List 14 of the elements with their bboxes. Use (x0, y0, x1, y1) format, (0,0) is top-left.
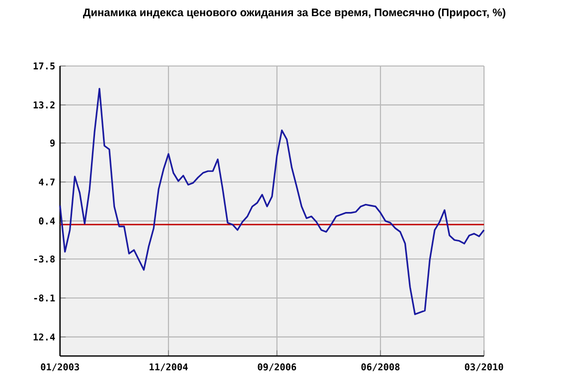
x-tick-label: 09/2006 (258, 363, 296, 372)
chart-title: Динамика индекса ценового ожидания за Все время, Помесячно (Прирост, %) (83, 8, 506, 18)
y-tick-label: 12.4 (34, 333, 55, 340)
x-tick-label: 01/2003 (40, 363, 80, 372)
y-tick-label: 0.4 (39, 217, 55, 224)
y-tick-label: 4.7 (38, 178, 55, 186)
y-tick-label: 13.2 (34, 101, 55, 108)
x-tick-label: 03/2010 (464, 363, 504, 372)
y-tick-label: 17.5 (34, 62, 55, 70)
y-tick-label: 9 (50, 140, 55, 147)
y-tick-label: -3.8 (34, 255, 55, 263)
y-tick-label: -8.1 (34, 294, 55, 302)
x-tick-label: 11/2004 (150, 363, 188, 372)
x-tick-label: 06/2008 (361, 363, 400, 372)
